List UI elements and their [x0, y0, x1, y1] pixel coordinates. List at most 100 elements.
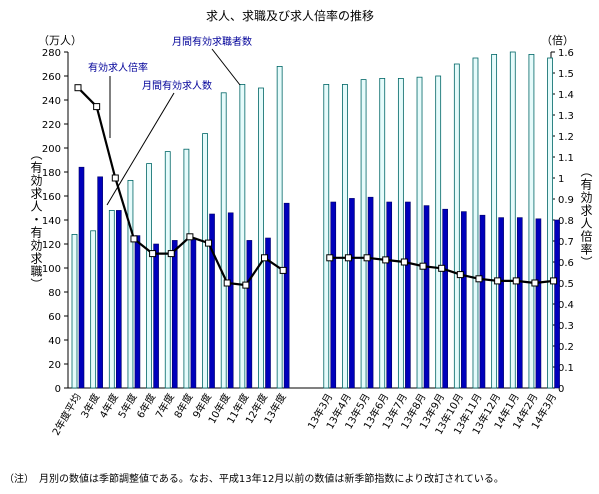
- bar-offers: [97, 176, 103, 389]
- ratio-point: [223, 279, 231, 287]
- bar-seekers: [435, 75, 442, 389]
- bar-offers: [367, 196, 374, 389]
- bar-offers: [134, 235, 141, 389]
- bar-offers: [442, 208, 448, 389]
- bar-offers: [349, 198, 355, 389]
- bar-seekers: [416, 76, 423, 389]
- bar-offers: [246, 240, 253, 389]
- bar-offers: [423, 205, 430, 389]
- ratio-point: [456, 271, 464, 279]
- ratio-point: [550, 277, 558, 285]
- y-left-tick-label: 120: [42, 240, 61, 251]
- bar-seekers: [183, 148, 190, 389]
- y-left-tick-label: 260: [42, 72, 61, 83]
- bar-seekers: [202, 133, 208, 389]
- annotation-offers: 月間有効求人数: [142, 79, 212, 92]
- bar-offers: [265, 237, 271, 389]
- ratio-point: [186, 233, 194, 241]
- y-right-tick-label: 0.3: [558, 321, 574, 332]
- bar-seekers: [323, 84, 330, 389]
- annotations: 有効求人倍率 月間有効求人数 月間有効求職者数: [88, 35, 252, 206]
- chart-title: 求人、求職及び求人倍率の推移: [206, 8, 374, 23]
- bar-seekers: [146, 163, 153, 389]
- ratio-point: [149, 250, 157, 258]
- y-left-label: （有効求人・有効求職）: [29, 148, 43, 291]
- y-right-tick-label: 0.1: [558, 363, 574, 374]
- ratio-point: [111, 174, 119, 182]
- y-right-tick-label: 1.2: [558, 132, 574, 143]
- bar-offers: [498, 217, 504, 389]
- bar-offers: [386, 201, 393, 389]
- annotation-offers-leader: [106, 92, 175, 206]
- bar-seekers: [239, 84, 246, 389]
- bar-seekers: [509, 51, 516, 389]
- bar-offers: [171, 240, 178, 389]
- y-left-tick-label: 240: [42, 96, 61, 107]
- bar-offers: [461, 211, 467, 389]
- y-right-tick-label: 0.2: [558, 342, 574, 353]
- annotation-seekers-leader: [211, 48, 241, 86]
- y-left-tick-label: 220: [42, 120, 61, 131]
- y-right-tick-label: 1.3: [558, 111, 574, 122]
- ratio-point: [494, 277, 502, 285]
- bar-offers: [283, 202, 290, 389]
- x-tick-label: 2年度平均: [49, 391, 83, 438]
- bar-seekers: [90, 230, 97, 389]
- bar-seekers: [71, 233, 78, 389]
- ratio-point: [167, 250, 175, 258]
- bar-offers: [190, 237, 197, 389]
- y-left-tick-label: 140: [42, 216, 61, 227]
- bar-offers: [227, 212, 234, 389]
- bar-seekers: [491, 54, 498, 389]
- y-right-tick-label: 1: [558, 174, 564, 185]
- y-right-label: （有効求人倍率）: [579, 165, 593, 269]
- y-left-tick-label: 40: [48, 336, 61, 347]
- y-right-tick-label: 1.4: [558, 90, 574, 101]
- plot-frame: [67, 52, 552, 389]
- y-left-tick-label: 200: [42, 144, 61, 155]
- ratio-point: [475, 275, 483, 283]
- bar-offers: [116, 210, 122, 389]
- ratio-point: [419, 262, 427, 270]
- bar-seekers: [360, 79, 367, 389]
- bar-seekers: [547, 57, 553, 389]
- bar-seekers: [127, 179, 134, 389]
- bar-seekers: [220, 92, 227, 389]
- ratio-point: [512, 277, 520, 285]
- ratio-point: [400, 258, 408, 266]
- ratio-point: [531, 279, 539, 287]
- y-left-unit: （万人）: [38, 34, 82, 47]
- ratio-point: [242, 281, 250, 289]
- ratio-point: [279, 266, 287, 274]
- ratio-point: [344, 254, 352, 262]
- ratio-line-annual: [77, 86, 284, 287]
- y-right-tick-label: 0.9: [558, 195, 574, 206]
- bar-seekers: [453, 63, 460, 389]
- y-left-tick-label: 20: [48, 360, 61, 371]
- y-left-tick-label: 100: [42, 264, 61, 275]
- ratio-point: [363, 254, 371, 262]
- y-left-tick-label: 80: [48, 288, 61, 299]
- footnote: （注） 月別の数値は季節調整値である。なお、平成13年12月以前の数値は新季節指…: [4, 472, 504, 485]
- bar-seekers: [397, 78, 404, 389]
- y-right-tick-label: 1.6: [558, 48, 574, 59]
- y-right-tick-label: 1.5: [558, 69, 574, 80]
- ratio-point: [261, 254, 268, 262]
- ratio-point: [93, 103, 101, 111]
- ratio-line: [74, 84, 558, 289]
- y-right-tick-label: 0.8: [558, 216, 574, 227]
- y-left-tick-label: 280: [42, 48, 61, 59]
- bar-offers: [330, 201, 337, 389]
- annotation-ratio: 有効求人倍率: [88, 61, 148, 74]
- bar-seekers: [472, 57, 479, 389]
- ratio-point: [74, 84, 82, 92]
- y-left-tick-label: 0: [55, 384, 61, 395]
- y-right-unit: （倍）: [541, 33, 574, 47]
- bar-seekers: [528, 54, 535, 389]
- y-right-tick-label: 0.4: [558, 300, 574, 311]
- x-tick-labels: 2年度平均3年度4年度5年度6年度7年度8年度9年度10年度11年度12年度13…: [49, 391, 559, 438]
- bar-offers: [535, 218, 542, 389]
- bars: [71, 51, 560, 389]
- ratio-point: [205, 239, 213, 247]
